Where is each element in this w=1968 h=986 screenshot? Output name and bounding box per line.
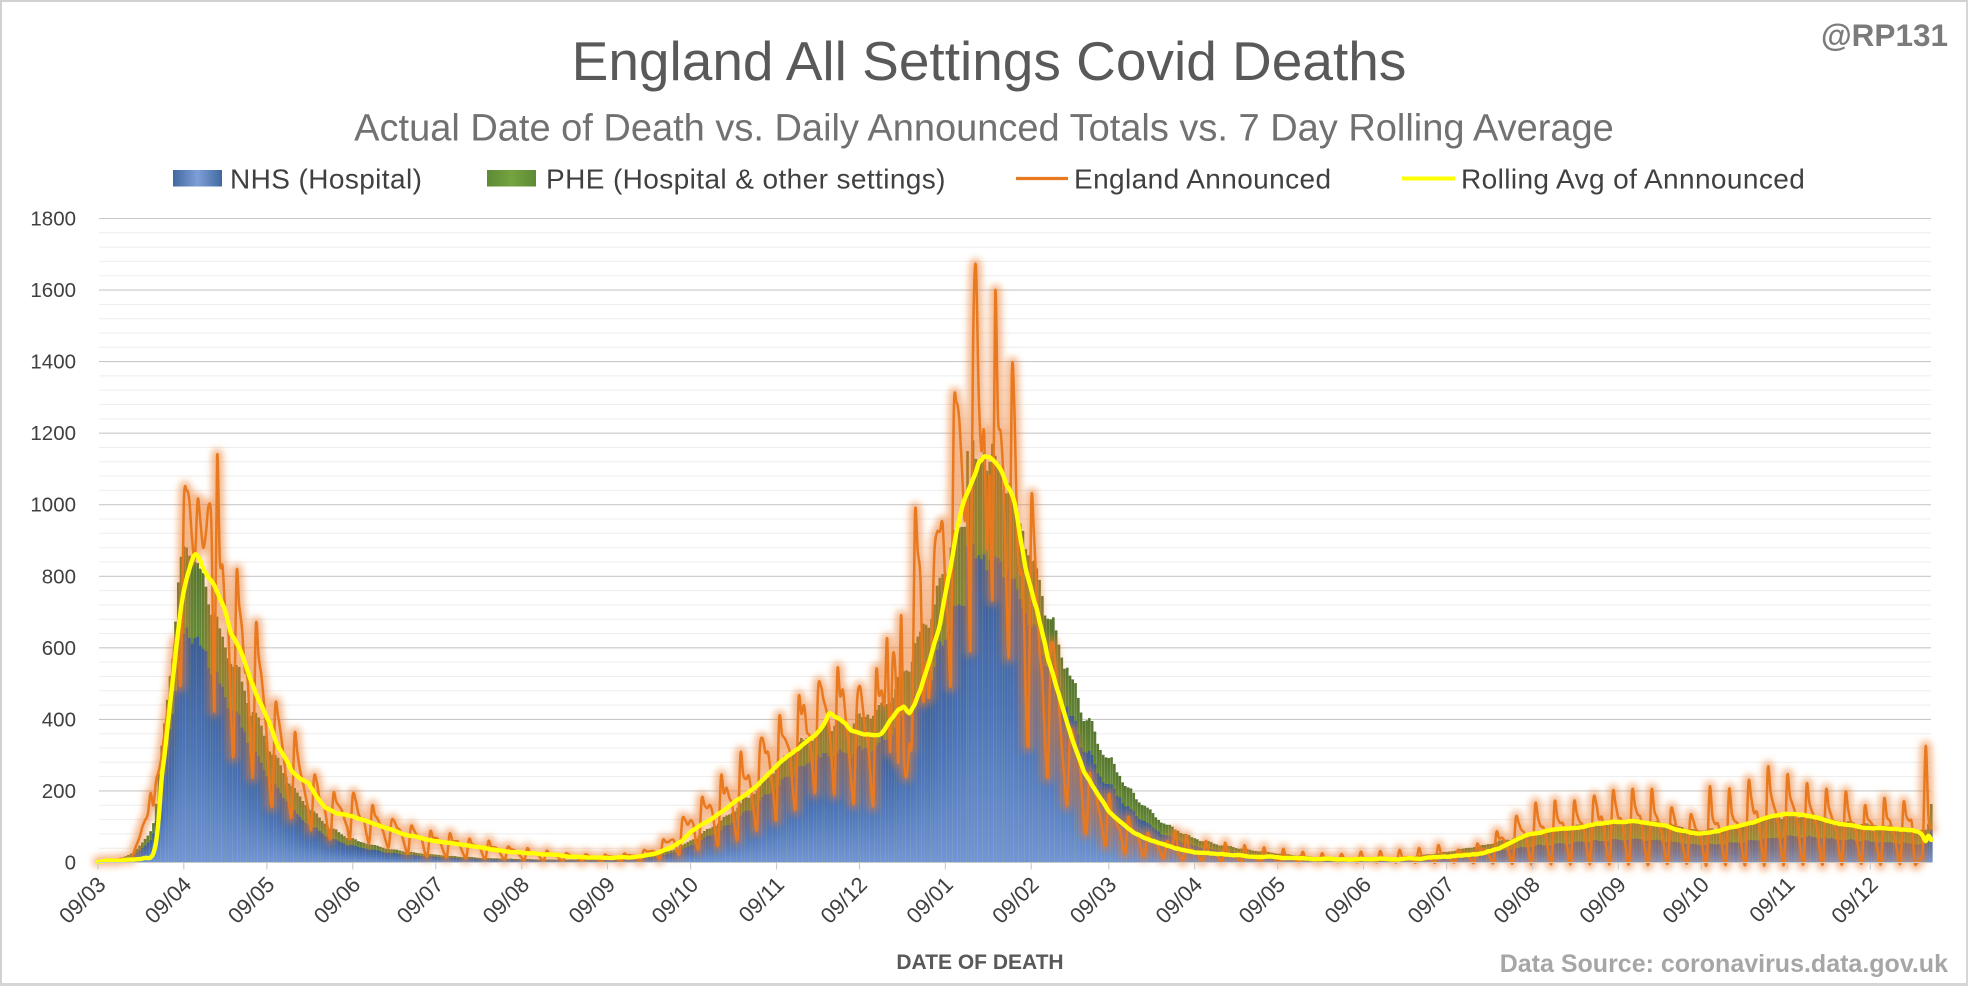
svg-text:09/05: 09/05: [223, 872, 280, 929]
svg-text:09/08: 09/08: [1488, 872, 1545, 929]
svg-text:800: 800: [42, 565, 76, 588]
svg-text:09/03: 09/03: [54, 872, 111, 929]
svg-text:09/09: 09/09: [563, 872, 620, 929]
svg-text:England Announced: England Announced: [1074, 164, 1331, 195]
svg-text:NHS (Hospital): NHS (Hospital): [230, 164, 422, 195]
svg-text:09/04: 09/04: [140, 872, 197, 929]
svg-text:Data Source: coronavirus.data.: Data Source: coronavirus.data.gov.uk: [1500, 950, 1948, 978]
svg-text:09/08: 09/08: [478, 872, 535, 929]
svg-text:09/05: 09/05: [1234, 872, 1291, 929]
svg-text:DATE OF DEATH: DATE OF DEATH: [896, 951, 1063, 974]
svg-text:09/10: 09/10: [647, 872, 704, 929]
svg-text:09/12: 09/12: [815, 872, 872, 929]
svg-text:Actual Date of Death vs. Daily: Actual Date of Death vs. Daily Announced…: [354, 108, 1614, 150]
svg-text:09/06: 09/06: [309, 872, 366, 929]
svg-text:09/03: 09/03: [1065, 872, 1122, 929]
svg-text:09/11: 09/11: [1744, 872, 1799, 927]
svg-text:09/04: 09/04: [1151, 872, 1208, 929]
svg-text:600: 600: [42, 637, 76, 660]
svg-text:1600: 1600: [30, 279, 76, 302]
svg-text:200: 200: [42, 780, 76, 803]
svg-text:09/12: 09/12: [1826, 872, 1883, 929]
svg-text:09/11: 09/11: [734, 872, 789, 927]
svg-text:09/09: 09/09: [1574, 872, 1631, 929]
svg-text:09/07: 09/07: [392, 872, 449, 929]
svg-text:1000: 1000: [30, 494, 76, 517]
svg-text:1400: 1400: [30, 351, 76, 374]
svg-text:Rolling Avg of Annnounced: Rolling Avg of Annnounced: [1461, 164, 1805, 195]
svg-text:400: 400: [42, 708, 76, 731]
svg-text:09/01: 09/01: [901, 872, 958, 929]
svg-text:England All Settings Covid Dea: England All Settings Covid Deaths: [572, 30, 1407, 92]
svg-text:0: 0: [65, 852, 76, 875]
svg-text:09/10: 09/10: [1657, 872, 1714, 929]
svg-text:09/07: 09/07: [1403, 872, 1460, 929]
svg-text:PHE (Hospital & other settings: PHE (Hospital & other settings): [546, 164, 946, 195]
svg-text:@RP131: @RP131: [1821, 17, 1948, 53]
svg-text:09/06: 09/06: [1319, 872, 1376, 929]
svg-text:1200: 1200: [30, 422, 76, 445]
svg-text:09/02: 09/02: [987, 872, 1044, 929]
svg-text:1800: 1800: [30, 208, 76, 231]
